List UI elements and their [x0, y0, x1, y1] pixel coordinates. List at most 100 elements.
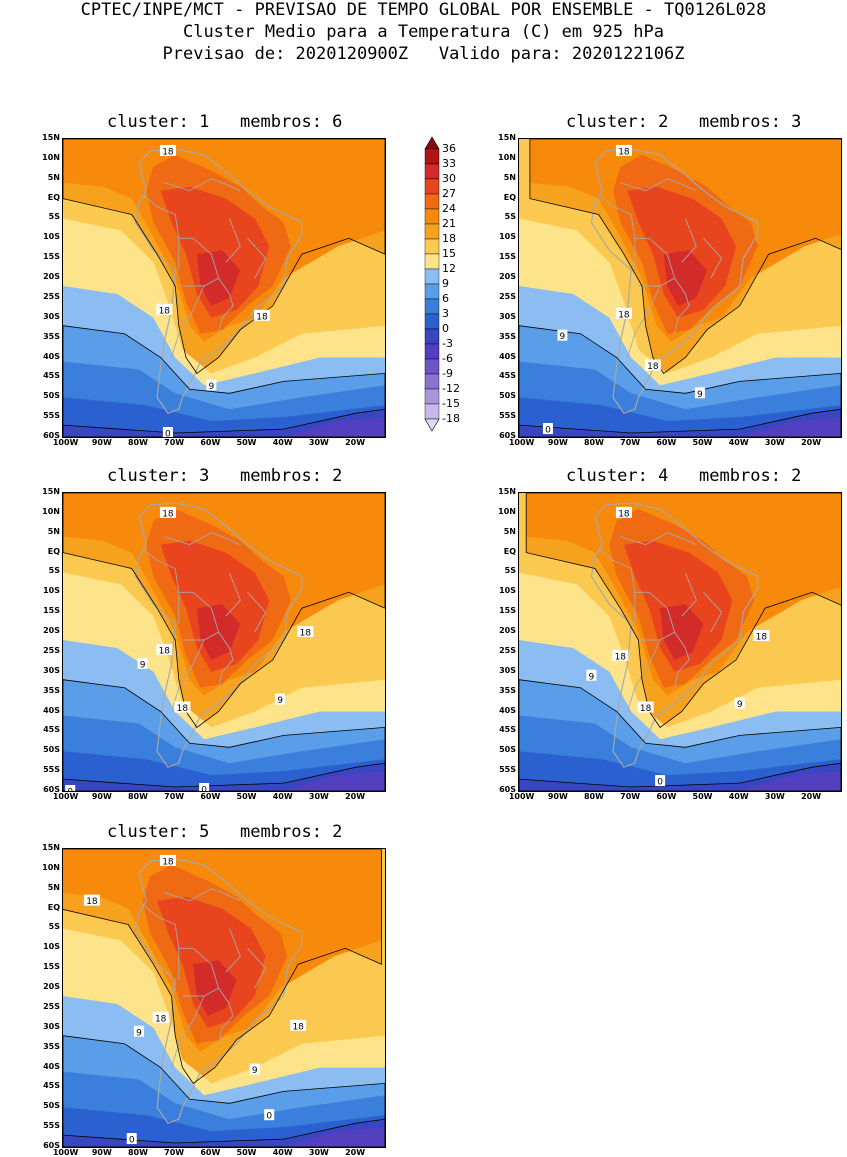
svg-text:18: 18	[756, 633, 768, 643]
x-tick-label: 50W	[692, 792, 713, 801]
contour-label: 18	[83, 894, 100, 907]
y-tick-label: 10S	[43, 586, 60, 596]
y-tick-label: 50S	[43, 391, 60, 401]
colorbar-swatch	[424, 358, 440, 375]
colorbar-label: 9	[442, 277, 449, 290]
y-tick-label: 15N	[42, 843, 60, 852]
contour-label: 9	[206, 379, 217, 392]
colorbar-label: 6	[442, 292, 449, 305]
colorbar-label: 24	[442, 202, 456, 215]
colorbar-arrow-bottom	[424, 418, 440, 432]
country-border	[703, 237, 723, 279]
x-tick-label: 90W	[547, 438, 568, 447]
y-tick-label: 30S	[43, 1021, 60, 1031]
svg-text:9: 9	[208, 382, 214, 392]
contour-label: 18	[637, 701, 654, 714]
y-tick-label: 15S	[499, 606, 516, 616]
country-border	[681, 572, 697, 617]
y-tick-label: 20S	[43, 272, 60, 282]
y-tick-label: 10N	[42, 862, 60, 872]
colorbar-swatch	[424, 283, 440, 300]
temperature-band	[519, 763, 841, 791]
contour-label: 0	[65, 785, 76, 791]
x-tick-label: 20W	[345, 792, 366, 801]
y-tick-label: 50S	[43, 745, 60, 755]
temperature-band	[739, 771, 841, 791]
temperature-band	[283, 417, 385, 437]
y-tick-label: 15S	[43, 252, 60, 262]
x-tick-label: 70W	[620, 792, 641, 801]
contour-line	[519, 325, 841, 437]
colorbar-swatch	[424, 403, 440, 420]
y-tick-label: 5N	[503, 526, 516, 536]
contour-label: 18	[253, 309, 270, 322]
svg-text:0: 0	[266, 1112, 272, 1122]
y-tick-label: 25S	[43, 645, 60, 655]
y-tick-label: 20S	[43, 982, 60, 992]
colorbar-label: 12	[442, 262, 456, 275]
colorbar-label: 27	[442, 187, 456, 200]
y-tick-label: 40S	[499, 351, 516, 361]
y-tick-label: 5N	[47, 526, 60, 536]
colorbar-label: -18	[442, 412, 460, 425]
svg-text:9: 9	[737, 700, 743, 710]
y-tick-label: 20S	[499, 626, 516, 636]
x-tick-label: 60W	[200, 438, 221, 447]
temperature-map: 18 18 18 9 0	[62, 138, 386, 438]
contour-label: 18	[290, 1019, 307, 1032]
temperature-band	[193, 960, 237, 1016]
y-tick-label: 15S	[499, 252, 516, 262]
contour-label: 18	[297, 626, 314, 639]
y-tick-label: EQ	[503, 546, 516, 556]
y-tick-label: 15N	[42, 133, 60, 142]
country-border	[225, 928, 241, 973]
svg-text:18: 18	[647, 362, 659, 372]
colorbar-label: -6	[442, 352, 453, 365]
country-border	[703, 591, 723, 633]
temperature-map: 18 18 18 18 9 9 0 0	[62, 848, 386, 1148]
x-tick-label: 40W	[728, 438, 749, 447]
country-border	[247, 237, 267, 279]
country-border	[674, 277, 690, 334]
svg-text:18: 18	[615, 652, 627, 662]
country-border	[247, 591, 267, 633]
y-tick-label: 15S	[43, 962, 60, 972]
y-tick-label: 60S	[43, 785, 60, 794]
y-tick-label: 25S	[43, 1001, 60, 1011]
contour-label: 18	[156, 643, 173, 656]
svg-text:18: 18	[155, 1014, 167, 1024]
svg-text:18: 18	[618, 509, 630, 519]
x-tick-label: 90W	[91, 438, 112, 447]
y-tick-label: 40S	[43, 1061, 60, 1071]
colorbar-swatch	[424, 313, 440, 330]
x-tick-label: 50W	[692, 438, 713, 447]
contour-line	[519, 408, 841, 437]
y-tick-label: 35S	[499, 331, 516, 341]
svg-text:18: 18	[162, 857, 174, 867]
x-tick-label: 100W	[52, 792, 79, 801]
x-tick-label: 90W	[91, 1148, 112, 1157]
map-canvas: 18 18 18 9 9 0	[519, 139, 841, 437]
country-border	[634, 237, 676, 287]
contour-line	[63, 849, 382, 1084]
x-tick-label: 70W	[620, 438, 641, 447]
svg-text:9: 9	[697, 390, 703, 400]
x-tick-label: 60W	[656, 792, 677, 801]
map-canvas: 18 18 18 9 0	[63, 139, 385, 437]
y-tick-label: 35S	[43, 331, 60, 341]
figure-title-line1: CPTEC/INPE/MCT - PREVISAO DE TEMPO GLOBA…	[80, 0, 767, 20]
figure-title-line3: Previsao de: 2020120900Z Valido para: 20…	[162, 44, 685, 64]
contour-label: 0	[655, 775, 666, 788]
contour-label: 18	[174, 701, 191, 714]
y-tick-label: 5S	[48, 922, 60, 932]
y-tick-label: 15N	[498, 133, 516, 142]
colorbar-label: -12	[442, 382, 460, 395]
country-border	[681, 218, 697, 263]
contour-label: 0	[126, 1133, 137, 1146]
x-tick-label: 100W	[52, 438, 79, 447]
colorbar-swatch	[424, 343, 440, 360]
y-tick-label: 50S	[499, 745, 516, 755]
contour-line	[525, 493, 841, 728]
x-tick-label: 90W	[547, 792, 568, 801]
country-border	[218, 987, 234, 1044]
